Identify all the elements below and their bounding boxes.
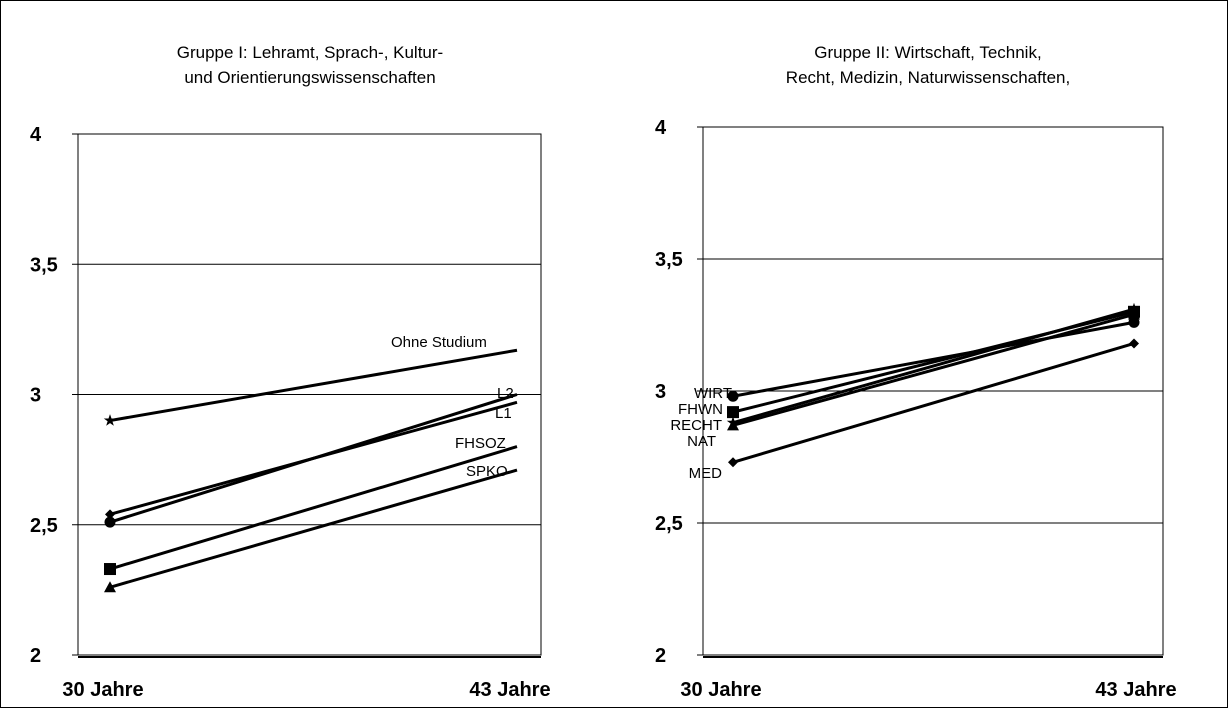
series-label: WIRT (694, 385, 732, 402)
y-tick-label: 2 (30, 645, 41, 667)
series-line-ohne-studium (109, 348, 518, 423)
data-point (727, 419, 739, 431)
series-label: RECHT (670, 417, 722, 434)
series-line-med (732, 342, 1135, 464)
series-line-wirt (732, 320, 1135, 398)
series-label: FHWN (678, 401, 723, 418)
x-tick-label: 43 Jahre (1095, 679, 1176, 701)
data-point (104, 563, 116, 576)
chart-gruppe-2: Gruppe II: Wirtschaft, Technik, Recht, M… (655, 43, 1177, 701)
y-tick-label: 2 (655, 645, 666, 667)
series-label: L2 (497, 385, 514, 402)
series-line-l1 (109, 400, 518, 516)
data-point (728, 457, 738, 468)
series-line-recht (732, 307, 1135, 425)
series-label: SPKO (466, 463, 508, 480)
series-line-nat (732, 312, 1135, 427)
plot-frame (702, 126, 1164, 656)
chart-title-line-1: Gruppe II: Wirtschaft, Technik, (814, 43, 1041, 62)
data-point (1128, 316, 1140, 328)
y-tick-label: 3 (30, 385, 41, 407)
series-label: MED (689, 465, 723, 482)
y-tick-label: 2,5 (30, 515, 58, 537)
x-tick-label: 30 Jahre (680, 679, 761, 701)
series-label: FHSOZ (455, 435, 506, 452)
series-label: L1 (495, 405, 512, 422)
series-line-fhsoz (109, 445, 518, 571)
plot-frame (77, 133, 542, 656)
data-point (103, 414, 117, 426)
data-point (1128, 308, 1140, 320)
series-label: NAT (687, 433, 716, 450)
y-tick-label: 2,5 (655, 513, 683, 535)
chart-title-line-2: Recht, Medizin, Naturwissenschaften, (786, 68, 1070, 87)
chart-title-line-1: Gruppe I: Lehramt, Sprach-, Kultur- (177, 43, 443, 62)
y-tick-label: 3,5 (30, 254, 58, 276)
series-label: Ohne Studium (391, 334, 487, 351)
y-tick-label: 4 (655, 117, 667, 139)
data-point (105, 509, 115, 520)
data-point (1129, 338, 1139, 349)
x-tick-label: 30 Jahre (62, 679, 143, 701)
x-tick-label: 43 Jahre (469, 679, 550, 701)
data-point (104, 581, 116, 593)
y-tick-label: 4 (30, 124, 42, 146)
y-tick-label: 3 (655, 381, 666, 403)
data-point (727, 390, 739, 402)
chart-title-line-2: und Orientierungswissenschaften (184, 68, 435, 87)
chart-gruppe-1: Gruppe I: Lehramt, Sprach-, Kultur- und … (30, 43, 551, 701)
series-line-spko (109, 468, 518, 589)
plot-area: 2 2,5 3 3,5 4 Ohne Studium L2 L1 FHSOZ SPKO (30, 124, 542, 667)
data-point (727, 406, 739, 419)
data-point (104, 516, 116, 528)
y-tick-label: 3,5 (655, 249, 683, 271)
